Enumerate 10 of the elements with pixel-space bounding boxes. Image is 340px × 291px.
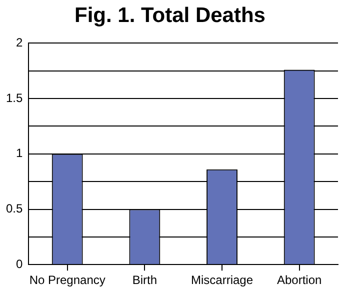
y-tick-label: 1.5 bbox=[6, 90, 23, 105]
y-tick-label: 2 bbox=[16, 36, 23, 50]
x-tick-label: Birth bbox=[132, 273, 158, 288]
x-tick-label: Miscarriage bbox=[191, 273, 254, 288]
y-tick-label: 1 bbox=[16, 146, 23, 160]
chart-title: Fig. 1. Total Deaths bbox=[74, 3, 266, 29]
x-tick-label: No Pregnancy bbox=[29, 273, 106, 288]
x-tick-label: Abortion bbox=[276, 273, 322, 288]
y-tick-label: 0 bbox=[16, 256, 23, 271]
y-tick-label: 0.5 bbox=[6, 202, 23, 216]
